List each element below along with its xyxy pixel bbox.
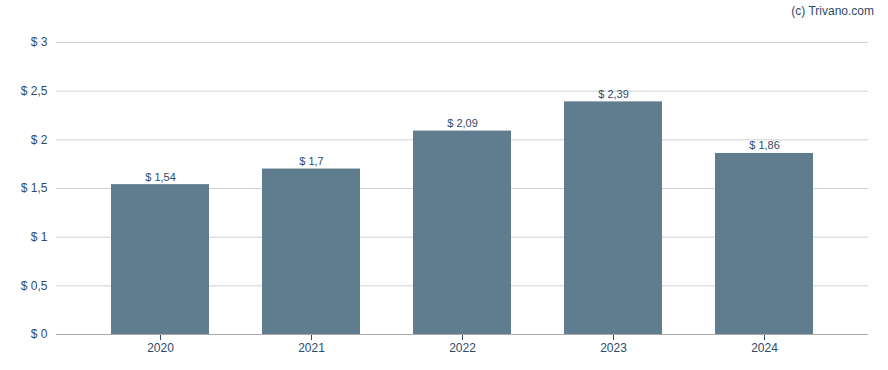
svg-text:$ 3: $ 3 — [31, 35, 48, 49]
svg-text:$ 0,5: $ 0,5 — [21, 279, 48, 293]
svg-text:2024: 2024 — [751, 341, 778, 355]
svg-text:$ 2,39: $ 2,39 — [598, 88, 629, 100]
svg-text:$ 1,86: $ 1,86 — [749, 139, 780, 151]
svg-text:$ 2,09: $ 2,09 — [447, 117, 478, 129]
svg-text:$ 1,5: $ 1,5 — [21, 181, 48, 195]
svg-text:$ 1,54: $ 1,54 — [145, 171, 176, 183]
svg-text:$ 1: $ 1 — [31, 230, 48, 244]
svg-text:$ 1,7: $ 1,7 — [299, 155, 323, 167]
svg-text:$ 0: $ 0 — [31, 327, 48, 341]
svg-text:2020: 2020 — [147, 341, 174, 355]
svg-text:$ 2: $ 2 — [31, 133, 48, 147]
html-text:(c) Trivano.com: (c) Trivano.com — [791, 4, 874, 18]
svg-text:2021: 2021 — [298, 341, 325, 355]
svg-text:2022: 2022 — [449, 341, 476, 355]
svg-text:2023: 2023 — [600, 341, 627, 355]
svg-text:$ 2,5: $ 2,5 — [21, 84, 48, 98]
